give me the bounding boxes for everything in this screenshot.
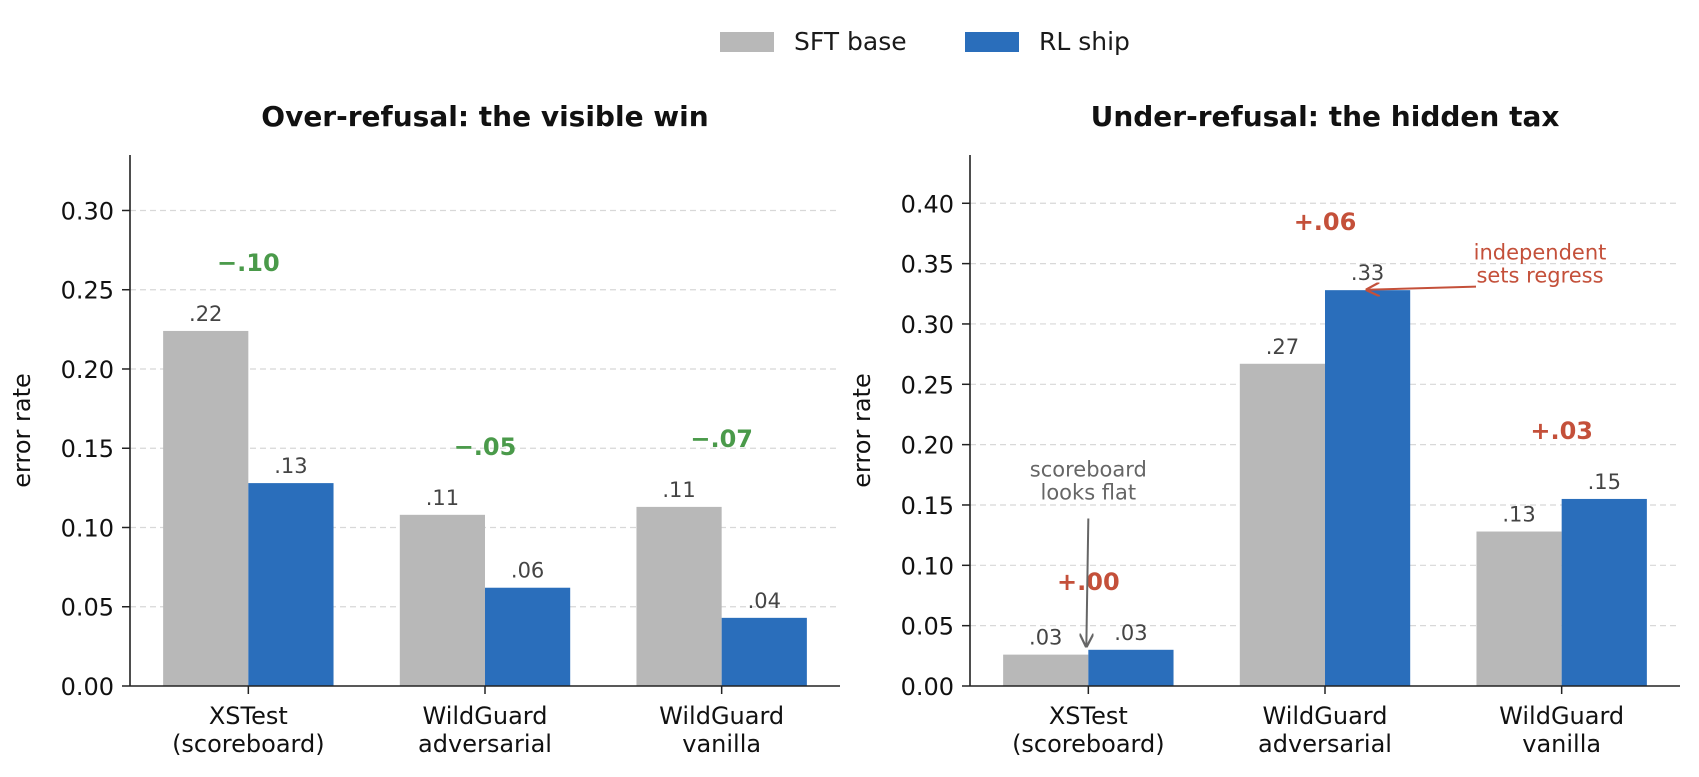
p2-annotation-arrow — [1367, 287, 1477, 290]
p2-delta-label: +.03 — [1530, 417, 1593, 445]
p2-bar-rl-ship — [1088, 649, 1174, 686]
p1-bar-rl-ship — [485, 587, 571, 686]
p1-y-tick-label: 0.15 — [61, 435, 114, 463]
p2-bar-value-label: .03 — [1029, 626, 1062, 650]
p1-bar-sft-base — [399, 514, 485, 686]
p2-bar-rl-ship — [1561, 498, 1647, 686]
p1-y-tick-label: 0.20 — [61, 356, 114, 384]
p2-chart-title: Under-refusal: the hidden tax — [1091, 100, 1560, 133]
p2-annotation-text: scoreboard looks flat — [1030, 458, 1147, 505]
p2-bar-rl-ship — [1325, 290, 1411, 686]
p2-y-tick-label: 0.00 — [901, 673, 954, 701]
p1-y-tick-label: 0.25 — [61, 277, 114, 305]
p2-y-tick-label: 0.40 — [901, 190, 954, 218]
legend: SFT base RL ship — [0, 22, 1699, 62]
p1-y-tick-label: 0.10 — [61, 514, 114, 542]
p1-y-tick-label: 0.05 — [61, 594, 114, 622]
legend-label-rl-ship: RL ship — [1039, 27, 1130, 56]
p2-y-tick-label: 0.10 — [901, 552, 954, 580]
p2-bar-sft-base — [1003, 654, 1089, 686]
p1-bar-rl-ship — [721, 617, 807, 686]
p1-delta-label: −.10 — [217, 249, 280, 277]
p1-bar-value-label: .06 — [511, 559, 544, 583]
p2-x-tick-label: WildGuard adversarial — [1258, 702, 1392, 758]
p2-annotation-text: independent sets regress — [1474, 241, 1607, 288]
legend-swatch-rl-ship — [965, 32, 1019, 52]
p2-annotation-arrow — [1086, 518, 1088, 647]
p2-bar-value-label: .03 — [1114, 621, 1147, 645]
p1-y-tick-label: 0.30 — [61, 197, 114, 225]
p1-bar-value-label: .11 — [426, 486, 459, 510]
p1-bar-value-label: .11 — [662, 478, 695, 502]
p2-y-axis-label: error rate — [848, 373, 876, 487]
p2-bar-sft-base — [1476, 531, 1562, 686]
p1-bar-sft-base — [163, 330, 249, 686]
p1-delta-label: −.07 — [690, 425, 753, 453]
p2-y-tick-label: 0.30 — [901, 311, 954, 339]
legend-label-sft-base: SFT base — [794, 27, 907, 56]
p2-y-tick-label: 0.35 — [901, 251, 954, 279]
p2-bar-value-label: .15 — [1588, 470, 1621, 494]
p2-y-tick-label: 0.05 — [901, 613, 954, 641]
p1-bar-sft-base — [636, 506, 722, 686]
p1-chart-title: Over-refusal: the visible win — [261, 100, 708, 133]
p2-x-tick-label: XSTest (scoreboard) — [1012, 702, 1165, 758]
p2-y-tick-label: 0.20 — [901, 432, 954, 460]
p1-bar-value-label: .13 — [274, 454, 307, 478]
p1-x-tick-label: WildGuard vanilla — [659, 702, 784, 758]
legend-swatch-sft-base — [720, 32, 774, 52]
p1-bar-rl-ship — [248, 483, 334, 686]
p2-x-tick-label: WildGuard vanilla — [1499, 702, 1624, 758]
p1-bar-value-label: .22 — [189, 302, 222, 326]
p1-y-tick-label: 0.00 — [61, 673, 114, 701]
p2-bar-value-label: .27 — [1266, 335, 1299, 359]
p2-y-tick-label: 0.25 — [901, 371, 954, 399]
p1-bar-value-label: .04 — [748, 589, 781, 613]
p1-y-axis-label: error rate — [8, 373, 36, 487]
p1-x-tick-label: WildGuard adversarial — [418, 702, 552, 758]
p1-delta-label: −.05 — [454, 433, 517, 461]
p2-bar-sft-base — [1239, 363, 1325, 686]
p2-delta-label: +.06 — [1294, 208, 1357, 236]
p2-bar-value-label: .13 — [1502, 503, 1535, 527]
p2-y-tick-label: 0.15 — [901, 492, 954, 520]
p2-bar-value-label: .33 — [1351, 261, 1384, 285]
p1-x-tick-label: XSTest (scoreboard) — [172, 702, 325, 758]
